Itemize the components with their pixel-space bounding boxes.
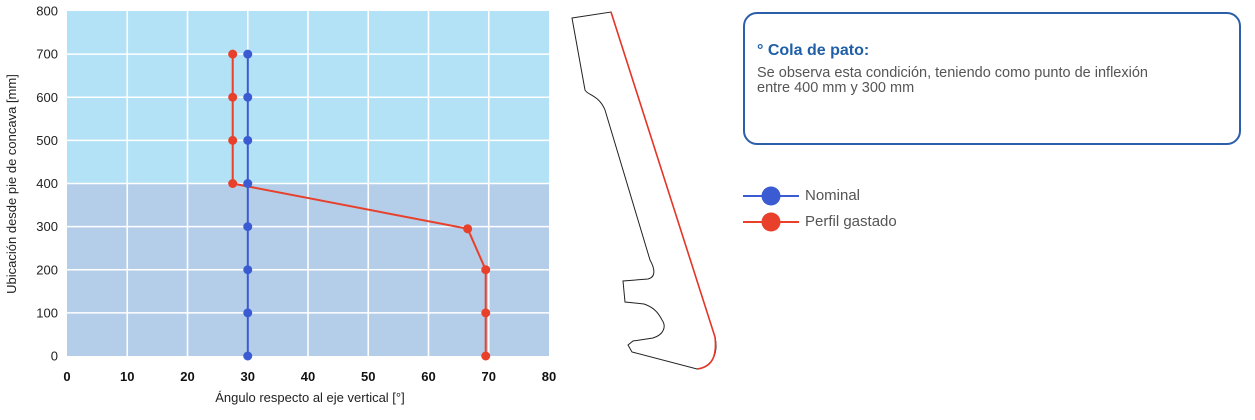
legend-marker-nominal [743, 186, 799, 206]
x-tick-label: 0 [63, 369, 70, 384]
data-point-perfil-gastado [481, 308, 491, 318]
nominal-profile-outline [571, 11, 717, 370]
data-point-nominal [243, 351, 253, 361]
y-tick-label: 500 [36, 133, 58, 148]
chart: 0 10 20 30 40 50 60 70 80 0 100 200 300 400 500 600 700… [4, 4, 556, 406]
liner-profile-drawing [571, 11, 717, 370]
legend-marker-perfil-gastado [743, 212, 799, 232]
x-axis-label: Ángulo respecto al eje vertical [°] [215, 390, 404, 405]
series-points [228, 49, 491, 361]
legend-label-nominal: Nominal [805, 187, 861, 204]
data-point-perfil-gastado [228, 92, 238, 102]
x-tick-labels: 0 10 20 30 40 50 60 70 80 [63, 369, 556, 384]
data-point-nominal [243, 308, 253, 318]
x-tick-label: 10 [120, 369, 134, 384]
legend: Nominal Perfil gastado [743, 184, 983, 236]
worn-profile-line [610, 11, 717, 370]
x-tick-label: 80 [542, 369, 556, 384]
legend-item-nominal: Nominal [743, 184, 983, 210]
x-tick-label: 50 [361, 369, 375, 384]
data-point-perfil-gastado [228, 135, 238, 145]
x-tick-label: 70 [482, 369, 496, 384]
y-tick-label: 800 [36, 4, 58, 19]
y-tick-label: 100 [36, 305, 58, 320]
x-tick-label: 40 [301, 369, 315, 384]
y-tick-label: 700 [36, 47, 58, 62]
data-point-nominal [243, 49, 253, 59]
data-point-nominal [243, 92, 253, 102]
series-line-perfil-gastado [231, 54, 487, 356]
note-box: ° Cola de pato: Se observa esta condició… [743, 12, 1241, 145]
y-tick-label: 400 [36, 176, 58, 191]
data-point-perfil-gastado [228, 179, 238, 188]
data-point-perfil-gastado [228, 49, 238, 59]
y-tick-label: 300 [36, 219, 58, 234]
data-point-perfil-gastado [463, 224, 473, 234]
y-axis-label: Ubicación desde pie de concava [mm] [4, 74, 19, 294]
x-tick-label: 30 [241, 369, 255, 384]
y-tick-label: 200 [36, 262, 58, 277]
series-lines [231, 54, 487, 356]
y-tick-label: 0 [51, 349, 58, 364]
legend-label-perfil-gastado: Perfil gastado [805, 213, 897, 230]
data-point-nominal [243, 179, 253, 188]
data-point-nominal [243, 222, 253, 232]
y-tick-labels: 0 100 200 300 400 500 600 700 800 [36, 4, 58, 364]
data-point-nominal [243, 135, 253, 145]
y-tick-label: 600 [36, 90, 58, 105]
legend-item-perfil-gastado: Perfil gastado [743, 210, 983, 236]
data-point-perfil-gastado [481, 351, 491, 361]
x-tick-label: 20 [180, 369, 194, 384]
grid-lines [67, 11, 549, 356]
x-tick-label: 60 [421, 369, 435, 384]
data-point-nominal [243, 265, 253, 275]
note-title: ° Cola de pato: [757, 42, 870, 59]
data-point-perfil-gastado [481, 265, 491, 275]
note-text: Se observa esta condición, teniendo como… [757, 65, 1148, 96]
